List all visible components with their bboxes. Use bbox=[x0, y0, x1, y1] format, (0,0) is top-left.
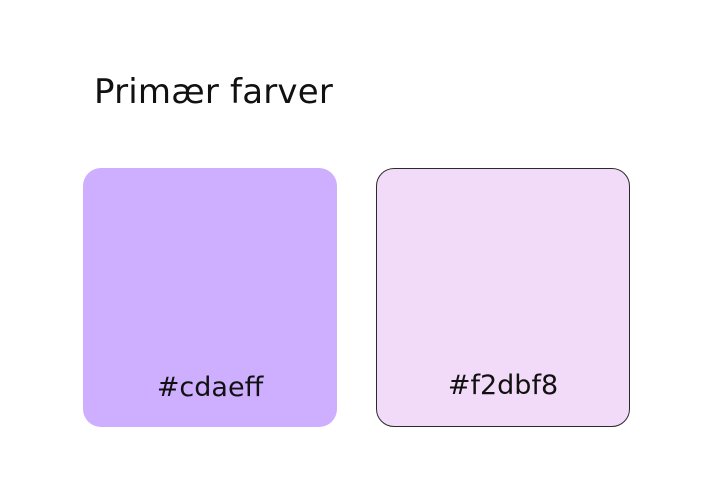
swatch-label-primary-1: #cdaeff bbox=[156, 372, 264, 403]
color-swatch-primary-2: #f2dbf8 bbox=[376, 168, 630, 427]
swatch-label-primary-2: #f2dbf8 bbox=[447, 370, 559, 401]
color-swatch-primary-1: #cdaeff bbox=[83, 168, 337, 427]
page-title: Primær farver bbox=[94, 72, 334, 112]
